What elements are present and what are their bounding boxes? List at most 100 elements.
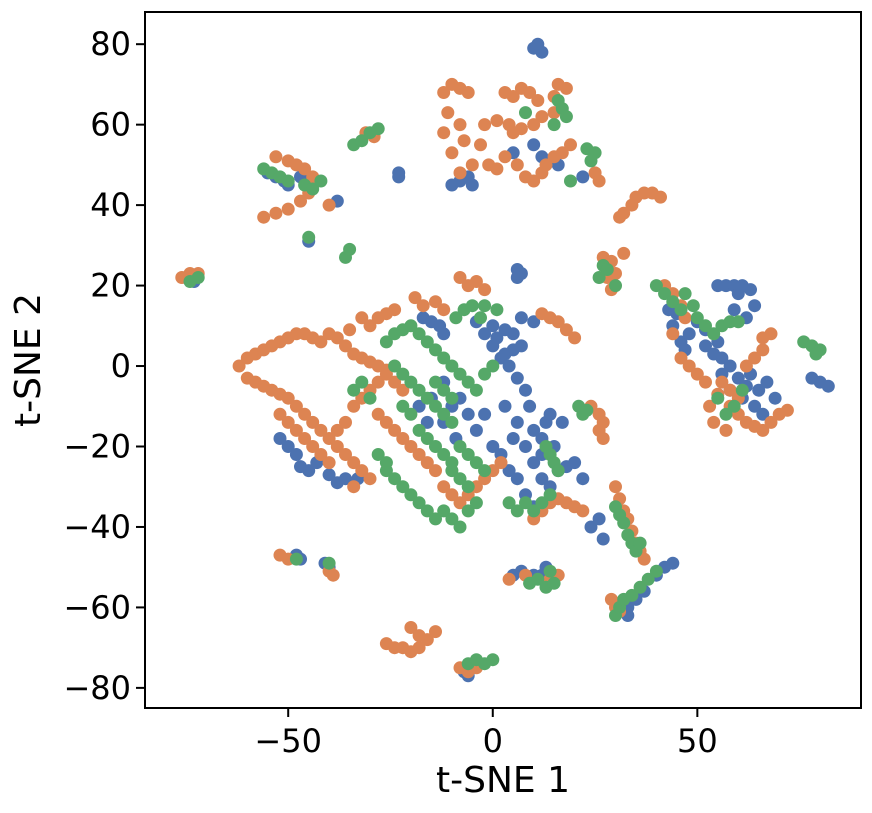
scatter-point-series-0 xyxy=(527,456,541,470)
scatter-point-series-1 xyxy=(441,106,455,120)
scatter-point-series-1 xyxy=(339,448,352,461)
scatter-point-series-1 xyxy=(617,206,631,220)
y-tick-label: −40 xyxy=(63,508,131,546)
scatter-point-series-2 xyxy=(543,488,557,502)
scatter-point-series-1 xyxy=(690,367,704,381)
scatter-point-series-1 xyxy=(330,423,344,437)
scatter-point-series-2 xyxy=(539,440,553,453)
scatter-point-series-1 xyxy=(363,472,377,486)
scatter-point-series-2 xyxy=(404,488,418,502)
scatter-point-series-1 xyxy=(343,323,357,337)
scatter-point-series-1 xyxy=(523,86,537,99)
scatter-point-series-2 xyxy=(343,242,357,256)
scatter-point-series-0 xyxy=(478,407,492,421)
scatter-point-series-1 xyxy=(666,327,680,341)
scatter-point-series-0 xyxy=(576,472,590,486)
scatter-point-series-2 xyxy=(707,327,721,341)
scatter-point-series-0 xyxy=(510,271,524,284)
scatter-point-series-2 xyxy=(412,496,426,510)
scatter-point-series-1 xyxy=(719,423,733,437)
scatter-point-series-2 xyxy=(420,432,434,445)
scatter-point-series-1 xyxy=(408,291,422,305)
scatter-point-series-1 xyxy=(437,303,451,317)
scatter-point-series-1 xyxy=(527,174,541,188)
scatter-point-series-2 xyxy=(649,564,663,578)
scatter-point-series-2 xyxy=(429,512,442,526)
scatter-point-series-2 xyxy=(478,464,492,478)
scatter-point-series-1 xyxy=(510,158,524,172)
scatter-point-series-2 xyxy=(445,464,459,478)
scatter-point-series-1 xyxy=(314,423,328,437)
scatter-point-series-1 xyxy=(388,423,402,437)
scatter-point-series-2 xyxy=(461,448,475,461)
scatter-point-series-2 xyxy=(437,351,451,365)
scatter-point-series-1 xyxy=(289,423,303,437)
scatter-point-series-1 xyxy=(379,367,393,381)
scatter-point-series-1 xyxy=(269,206,283,220)
scatter-point-series-2 xyxy=(592,271,606,284)
scatter-point-series-1 xyxy=(314,448,328,461)
scatter-point-series-0 xyxy=(514,339,528,353)
scatter-point-series-0 xyxy=(748,399,762,413)
scatter-point-series-0 xyxy=(756,407,770,421)
scatter-point-series-2 xyxy=(281,174,295,188)
scatter-point-series-1 xyxy=(388,303,402,317)
scatter-point-series-2 xyxy=(429,343,442,357)
scatter-point-series-2 xyxy=(735,383,749,397)
scatter-point-series-1 xyxy=(322,456,336,470)
scatter-point-series-1 xyxy=(564,138,577,152)
scatter-point-series-1 xyxy=(535,110,549,124)
scatter-point-series-0 xyxy=(768,391,782,405)
scatter-point-series-2 xyxy=(490,303,504,317)
scatter-point-series-0 xyxy=(302,464,316,478)
scatter-point-series-1 xyxy=(420,456,434,470)
scatter-point-series-0 xyxy=(420,415,434,429)
scatter-point-series-1 xyxy=(404,440,418,453)
scatter-point-series-1 xyxy=(739,359,753,373)
scatter-point-series-2 xyxy=(437,383,451,397)
scatter-point-series-0 xyxy=(506,327,520,341)
scatter-point-series-2 xyxy=(465,299,479,313)
scatter-point-series-0 xyxy=(502,464,516,478)
scatter-point-series-1 xyxy=(298,432,312,445)
y-tick-label: 0 xyxy=(111,347,131,385)
scatter-point-series-1 xyxy=(498,150,512,164)
scatter-point-series-2 xyxy=(584,154,598,168)
scatter-point-series-2 xyxy=(547,118,561,132)
scatter-point-series-2 xyxy=(486,359,500,373)
scatter-point-series-0 xyxy=(506,432,520,445)
scatter-point-series-2 xyxy=(478,299,492,313)
scatter-point-series-1 xyxy=(371,375,385,389)
scatter-point-series-1 xyxy=(347,480,361,494)
scatter-point-series-1 xyxy=(396,432,410,445)
scatter-point-series-0 xyxy=(592,512,606,526)
scatter-point-series-1 xyxy=(281,415,295,429)
scatter-point-series-1 xyxy=(576,504,590,518)
scatter-point-series-0 xyxy=(731,371,745,385)
scatter-point-series-2 xyxy=(445,391,459,405)
scatter-point-series-0 xyxy=(486,440,500,453)
scatter-point-series-1 xyxy=(416,299,430,313)
scatter-point-series-2 xyxy=(519,496,532,510)
scatter-point-series-2 xyxy=(429,440,442,453)
scatter-point-series-2 xyxy=(686,299,700,313)
scatter-point-series-1 xyxy=(682,359,696,373)
scatter-point-series-2 xyxy=(678,287,692,301)
scatter-point-series-0 xyxy=(760,375,774,389)
y-tick-label: 60 xyxy=(90,106,131,144)
scatter-point-series-0 xyxy=(527,315,541,329)
scatter-point-series-0 xyxy=(543,407,557,421)
scatter-point-series-2 xyxy=(600,263,614,276)
scatter-point-series-1 xyxy=(347,456,361,470)
scatter-point-series-2 xyxy=(469,496,483,510)
scatter-point-series-1 xyxy=(322,432,336,445)
scatter-point-series-1 xyxy=(437,126,451,140)
scatter-point-series-1 xyxy=(437,480,451,494)
scatter-point-series-2 xyxy=(527,504,541,518)
scatter-point-series-2 xyxy=(437,407,451,421)
scatter-point-series-2 xyxy=(580,403,594,417)
scatter-point-series-1 xyxy=(339,339,352,353)
scatter-point-series-1 xyxy=(756,423,770,437)
scatter-point-series-2 xyxy=(453,520,467,534)
scatter-point-series-2 xyxy=(404,375,418,389)
